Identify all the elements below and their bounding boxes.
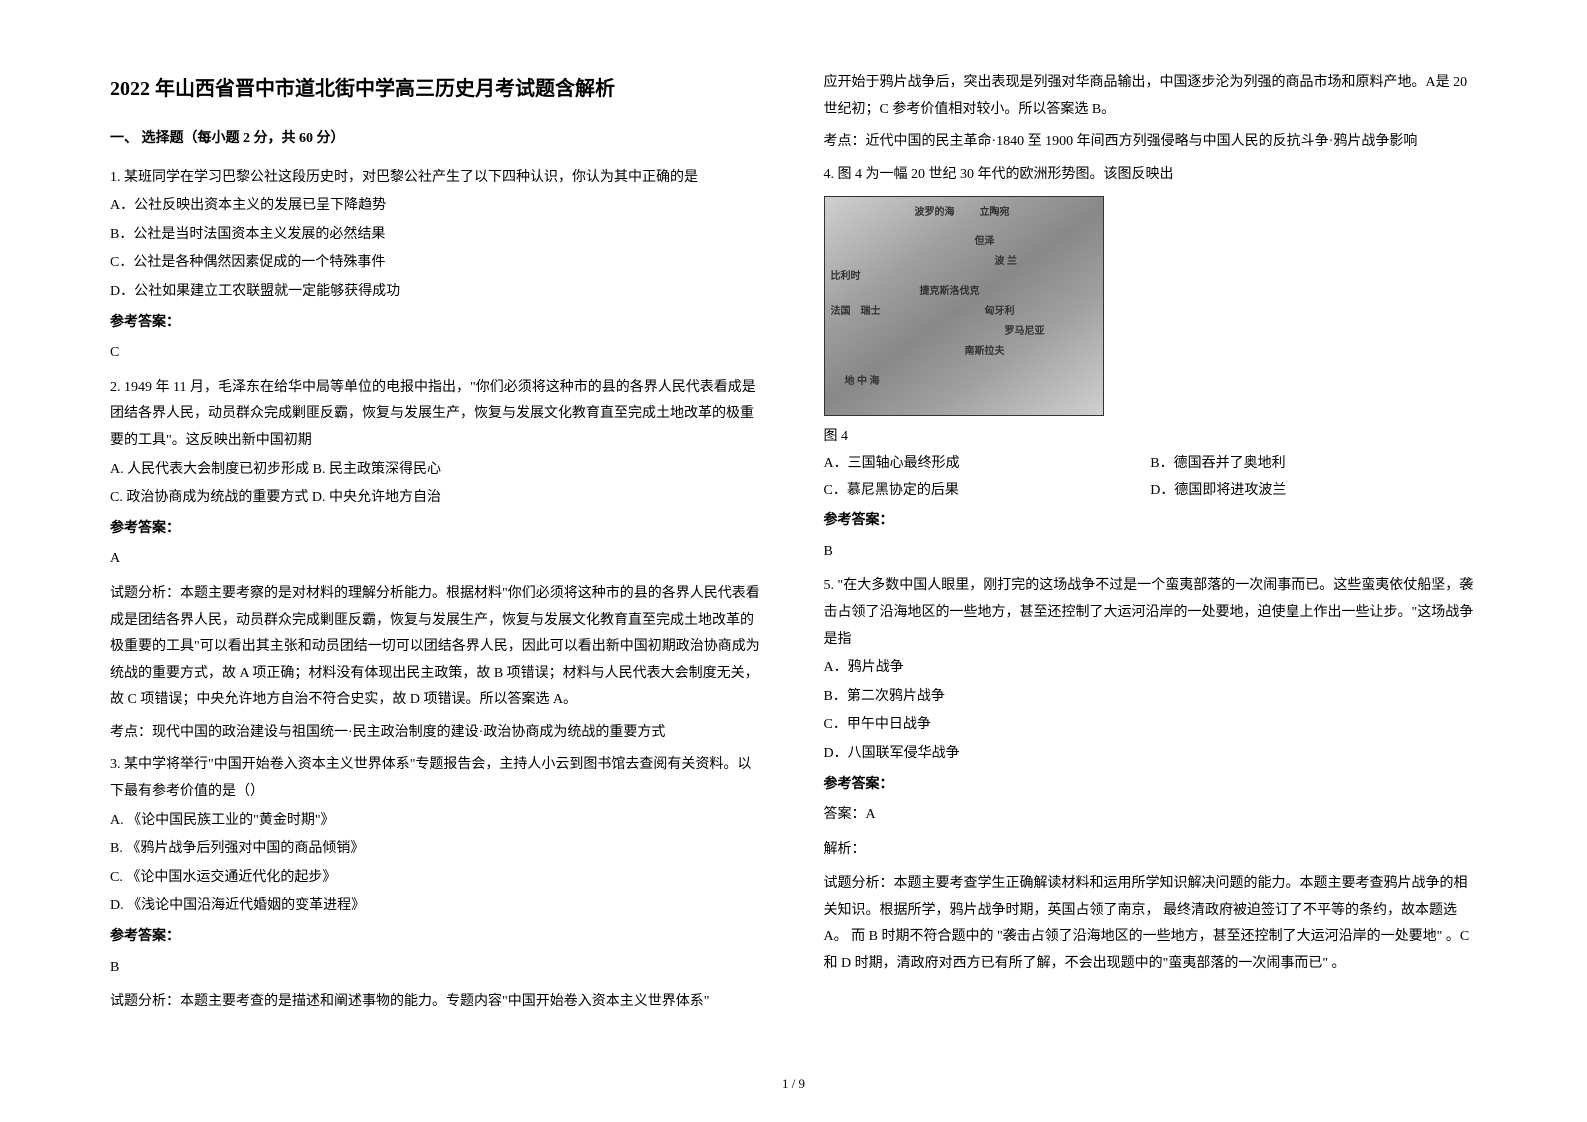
map-label-france: 法国 — [831, 302, 851, 321]
q1-option-c: C．公社是各种偶然因素促成的一个特殊事件 — [110, 250, 764, 277]
page-title: 2022 年山西省晋中市道北街中学高三历史月考试题含解析 — [110, 70, 764, 108]
q1-stem: 1. 某班同学在学习巴黎公社这段历史时，对巴黎公社产生了以下四种认识，你认为其中… — [110, 165, 764, 192]
q2-option-b: B. 民主政策深得民心 — [313, 462, 441, 477]
q2-stem: 2. 1949 年 11 月，毛泽东在给华中局等单位的电报中指出，"你们必须将这… — [110, 375, 764, 455]
q1-option-b: B．公社是当时法国资本主义发展的必然结果 — [110, 222, 764, 249]
map-label-baltic: 波罗的海 — [915, 203, 955, 222]
q1-option-a: A．公社反映出资本主义的发展已呈下降趋势 — [110, 193, 764, 220]
q3-option-a: A. 《论中国民族工业的"黄金时期"》 — [110, 808, 764, 835]
map-label-belgium: 比利时 — [831, 267, 861, 286]
q1-option-d: D．公社如果建立工农联盟就一定能够获得成功 — [110, 279, 764, 306]
page-footer: 1 / 9 — [110, 1072, 1477, 1097]
q3-option-d: D. 《浅论中国沿海近代婚姻的变革进程》 — [110, 893, 764, 920]
q4-answer-label: 参考答案： — [824, 508, 1478, 535]
q3-stem: 3. 某中学将举行"中国开始卷入资本主义世界体系"专题报告会，主持人小云到图书馆… — [110, 752, 764, 805]
map-label-swiss: 瑞士 — [861, 302, 881, 321]
map-label-lithuania: 立陶宛 — [980, 203, 1010, 222]
q3-answer-label: 参考答案： — [110, 924, 764, 951]
map-label-czech: 捷克斯洛伐克 — [920, 282, 980, 301]
q2-option-d: D. 中央允许地方自治 — [312, 490, 441, 505]
q3-analysis-p2: 应开始于鸦片战争后，突出表现是列强对华商品输出，中国逐步沦为列强的商品市场和原料… — [824, 70, 1478, 123]
left-column: 2022 年山西省晋中市道北街中学高三历史月考试题含解析 一、 选择题（每小题 … — [110, 70, 764, 1062]
map-label-poland: 波 兰 — [995, 252, 1018, 271]
q5-stem: 5. "在大多数中国人眼里，刚打完的这场战争不过是一个蛮夷部落的一次闹事而已。这… — [824, 573, 1478, 653]
question-4: 4. 图 4 为一幅 20 世纪 30 年代的欧洲形势图。该图反映出 波罗的海 … — [824, 162, 1478, 566]
right-column: 应开始于鸦片战争后，突出表现是列强对华商品输出，中国逐步沦为列强的商品市场和原料… — [824, 70, 1478, 1062]
q2-options-cd: C. 政治协商成为统战的重要方式 D. 中央允许地方自治 — [110, 485, 764, 512]
q4-option-b: B．德国吞并了奥地利 — [1150, 451, 1477, 478]
q5-answer-label: 参考答案： — [824, 772, 1478, 799]
question-1: 1. 某班同学在学习巴黎公社这段历史时，对巴黎公社产生了以下四种认识，你认为其中… — [110, 165, 764, 367]
q4-answer: B — [824, 539, 1478, 566]
q1-answer-label: 参考答案： — [110, 310, 764, 337]
q4-options-ab: A．三国轴心最终形成 B．德国吞并了奥地利 — [824, 451, 1478, 478]
q5-option-c: C．甲午中日战争 — [824, 712, 1478, 739]
q3-analysis-p1: 试题分析：本题主要考查的是描述和阐述事物的能力。专题内容"中国开始卷入资本主义世… — [110, 989, 764, 1016]
q4-option-d: D．德国即将进攻波兰 — [1150, 478, 1477, 505]
q3-option-b: B. 《鸦片战争后列强对中国的商品倾销》 — [110, 836, 764, 863]
q2-answer-label: 参考答案： — [110, 516, 764, 543]
q3-option-c: C. 《论中国水运交通近代化的起步》 — [110, 865, 764, 892]
q3-kaodian: 考点：近代中国的民主革命·1840 至 1900 年间西方列强侵略与中国人民的反… — [824, 129, 1478, 156]
q4-option-c: C．慕尼黑协定的后果 — [824, 478, 1151, 505]
q2-option-a: A. 人民代表大会制度已初步形成 — [110, 462, 309, 477]
question-5: 5. "在大多数中国人眼里，刚打完的这场战争不过是一个蛮夷部落的一次闹事而已。这… — [824, 573, 1478, 977]
q4-map-caption: 图 4 — [824, 424, 1478, 451]
map-labels: 波罗的海 立陶宛 但泽 波 兰 比利时 捷克斯洛伐克 法国 瑞士 匈牙利 罗马尼… — [825, 197, 1103, 415]
map-label-romania: 罗马尼亚 — [1005, 322, 1045, 341]
q4-stem: 4. 图 4 为一幅 20 世纪 30 年代的欧洲形势图。该图反映出 — [824, 162, 1478, 189]
q2-kaodian: 考点：现代中国的政治建设与祖国统一·民主政治制度的建设·政治协商成为统战的重要方… — [110, 720, 764, 747]
page-container: 2022 年山西省晋中市道北街中学高三历史月考试题含解析 一、 选择题（每小题 … — [110, 70, 1477, 1062]
q1-answer: C — [110, 340, 764, 367]
q2-option-c: C. 政治协商成为统战的重要方式 — [110, 490, 308, 505]
q5-option-d: D．八国联军侵华战争 — [824, 741, 1478, 768]
q5-option-b: B．第二次鸦片战争 — [824, 684, 1478, 711]
q4-options-cd: C．慕尼黑协定的后果 D．德国即将进攻波兰 — [824, 478, 1478, 505]
map-image: 波罗的海 立陶宛 但泽 波 兰 比利时 捷克斯洛伐克 法国 瑞士 匈牙利 罗马尼… — [824, 196, 1104, 416]
map-label-yugoslavia: 南斯拉夫 — [965, 342, 1005, 361]
map-label-danzig: 但泽 — [975, 232, 995, 251]
q5-jiexi-label: 解析： — [824, 837, 1478, 864]
q2-analysis: 试题分析：本题主要考察的是对材料的理解分析能力。根据材料"你们必须将这种市的县的… — [110, 581, 764, 714]
q2-answer: A — [110, 546, 764, 573]
map-label-hungary: 匈牙利 — [985, 302, 1015, 321]
question-3: 3. 某中学将举行"中国开始卷入资本主义世界体系"专题报告会，主持人小云到图书馆… — [110, 752, 764, 1015]
map-label-mediterranean: 地 中 海 — [845, 372, 880, 391]
question-2: 2. 1949 年 11 月，毛泽东在给华中局等单位的电报中指出，"你们必须将这… — [110, 375, 764, 747]
q5-answer: 答案：A — [824, 802, 1478, 829]
q3-answer: B — [110, 955, 764, 982]
q5-analysis: 试题分析：本题主要考查学生正确解读材料和运用所学知识解决问题的能力。本题主要考查… — [824, 871, 1478, 977]
q5-option-a: A．鸦片战争 — [824, 655, 1478, 682]
section-heading: 一、 选择题（每小题 2 分，共 60 分） — [110, 126, 764, 153]
q4-option-a: A．三国轴心最终形成 — [824, 451, 1151, 478]
q2-options-ab: A. 人民代表大会制度已初步形成 B. 民主政策深得民心 — [110, 457, 764, 484]
